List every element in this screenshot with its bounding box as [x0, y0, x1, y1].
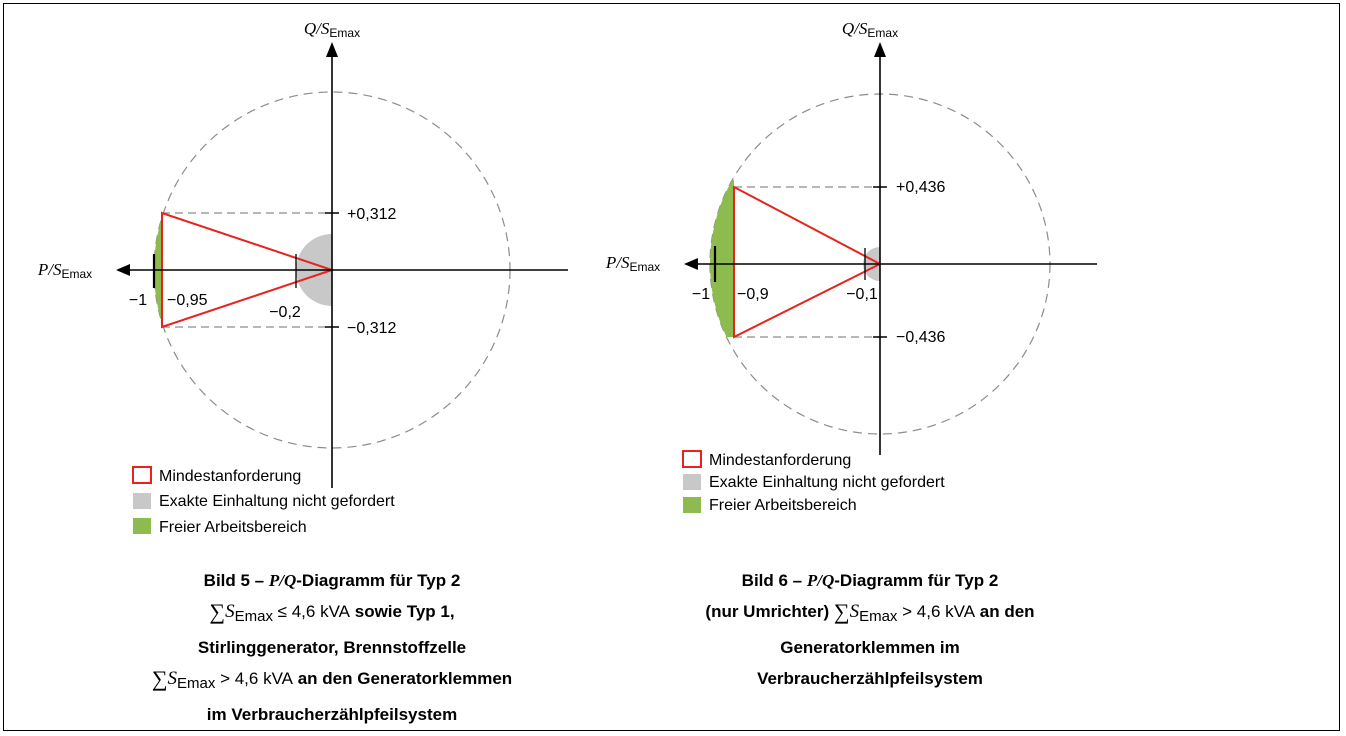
label-p-minus1: −1 [692, 286, 710, 303]
y-axis-label: Q/SEmax [304, 19, 360, 40]
label-p-min: −0,95 [167, 292, 208, 309]
label-q-minus: −0,312 [347, 320, 396, 337]
page-frame [3, 3, 1340, 731]
legend-label-green: Freier Arbeitsbereich [159, 519, 307, 536]
caption-line: ∑SEmax > 4,6 kVA an den Generatorklemmen [151, 666, 513, 692]
label-p-min: −0,9 [737, 286, 769, 303]
label-q-plus: +0,312 [347, 206, 396, 223]
legend-label-green: Freier Arbeitsbereich [709, 497, 857, 514]
legend-swatch-grey [683, 474, 701, 490]
label-q-plus: +0,436 [896, 179, 945, 196]
caption-line: Generatorklemmen im [780, 638, 960, 657]
y-axis-arrow [326, 42, 338, 57]
caption-bild5: Bild 5 – P/Q-Diagramm für Typ 2 ∑SEmax ≤… [112, 565, 552, 730]
min-requirement-triangle [733, 185, 883, 339]
label-q-minus: −0,436 [896, 329, 945, 346]
free-operating-area [710, 180, 734, 337]
caption-line: Stirlinggenerator, Brennstoffzelle [197, 638, 467, 657]
x-axis-label: P/SEmax [37, 260, 92, 281]
label-p-grey: −0,1 [846, 286, 878, 303]
legend-label-red: Mindestanforderung [709, 452, 851, 469]
label-p-minus1: −1 [129, 292, 147, 309]
x-axis-label: P/SEmax [605, 253, 660, 274]
diagram-bild6: Q/SEmax P/SEmax +0,436 −0,436 −1 −0,9 −0… [605, 19, 1097, 514]
x-axis-arrow [116, 264, 130, 276]
legend-label-grey: Exakte Einhaltung nicht gefordert [709, 474, 945, 491]
legend-swatch-grey [133, 493, 151, 509]
legend-label-red: Mindestanforderung [159, 468, 301, 485]
label-p-grey: −0,2 [269, 304, 301, 321]
legend-swatch-green [133, 518, 151, 534]
caption-bild6: Bild 6 – P/Q-Diagramm für Typ 2 (nur Umr… [610, 565, 1130, 694]
caption-line: Verbraucherzählpfeilsystem [757, 669, 983, 688]
legend-swatch-red [682, 450, 702, 468]
caption-line: (nur Umrichter) ∑SEmax > 4,6 kVA an den [705, 599, 1035, 625]
y-axis-arrow [874, 42, 886, 57]
legend-label-grey: Exakte Einhaltung nicht gefordert [159, 493, 395, 510]
legend-swatch-red [132, 466, 152, 484]
caption-line: Bild 5 – P/Q-Diagramm für Typ 2 [203, 571, 461, 590]
caption-line: ∑SEmax ≤ 4,6 kVA sowie Typ 1, [209, 599, 455, 625]
legend-swatch-green [683, 497, 701, 513]
x-axis-arrow [684, 258, 698, 270]
y-axis-label: Q/SEmax [842, 19, 898, 40]
caption-line: Bild 6 – P/Q-Diagramm für Typ 2 [741, 571, 999, 590]
diagram-bild5: Q/SEmax P/SEmax +0,312 −0,312 −1 −0,95 −… [37, 19, 568, 536]
caption-line: im Verbraucherzählpfeilsystem [206, 705, 458, 724]
